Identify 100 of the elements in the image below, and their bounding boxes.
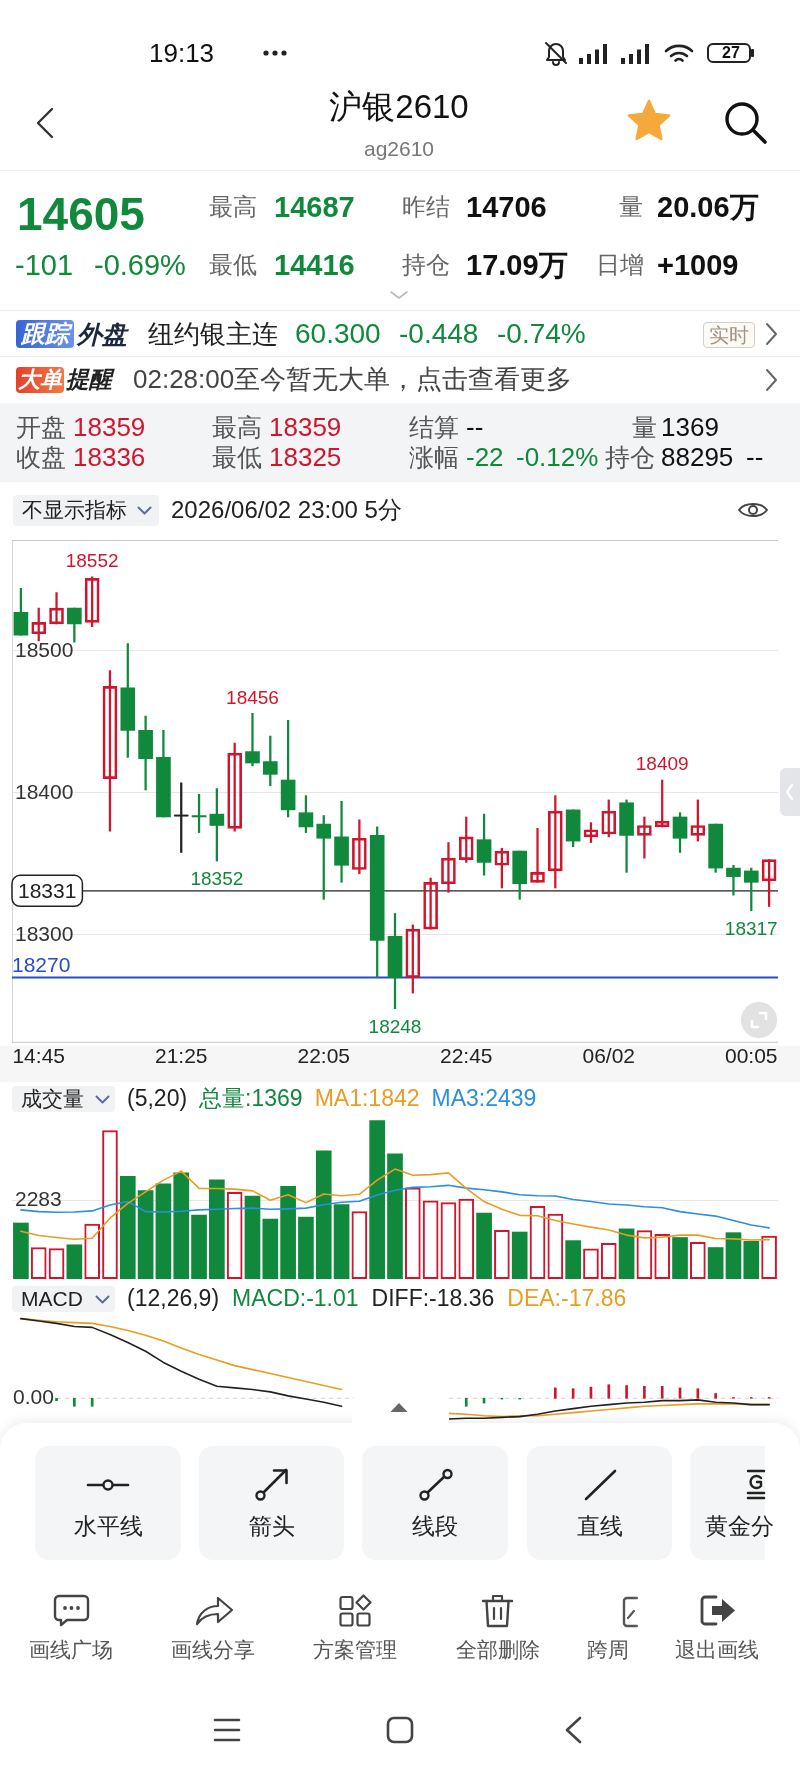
text: 18325 [269, 442, 342, 474]
bar [209, 1179, 225, 1279]
text: 14605 [17, 187, 145, 243]
y-tick-label: 18400 [15, 779, 74, 803]
annotation: 18248 [368, 1015, 422, 1037]
text: 结算 [409, 412, 459, 443]
candlestick [245, 712, 260, 767]
bar [191, 1214, 207, 1279]
text: MA1:1842 [314, 1085, 420, 1113]
text: 全部删除 [456, 1637, 540, 1663]
text: DEA:-17.86 [507, 1285, 627, 1313]
text: 大单 [16, 366, 64, 394]
text: 最高 [212, 412, 262, 443]
bar [714, 1393, 717, 1399]
bar [743, 1240, 760, 1279]
series-label: 总量:1369 [199, 1085, 303, 1113]
x-tick-label: 14:45 [12, 1044, 65, 1068]
chart-title: 成交量 [21, 1086, 84, 1112]
bar [672, 1237, 688, 1279]
text: -0.448 [399, 317, 479, 351]
text: ag2610 [363, 136, 435, 162]
text: -0.69% [94, 247, 186, 283]
text: 1369 [661, 411, 719, 444]
bar [565, 1240, 581, 1279]
text: 外盘 [77, 319, 127, 349]
bar [707, 1247, 724, 1279]
bar [625, 1385, 628, 1399]
text: 黄金分 [705, 1513, 774, 1541]
text: 17.09万 [466, 247, 568, 283]
text: -- [746, 442, 764, 474]
chart-title: 不显示指标 [22, 497, 127, 523]
bar [369, 1120, 386, 1279]
text: MA3:2439 [431, 1085, 537, 1113]
text: 量 [619, 192, 643, 222]
text: 方案管理 [313, 1637, 397, 1663]
text: DIFF:-18.36 [371, 1285, 495, 1313]
ref-line-label: 18270 [12, 952, 71, 976]
bar [73, 1397, 76, 1407]
annotation: 18317 [724, 917, 778, 939]
x-tick-label: 22:45 [439, 1044, 493, 1068]
text: 直线 [576, 1513, 623, 1541]
text: 水平线 [73, 1513, 143, 1541]
text: 画线广场 [28, 1637, 113, 1663]
bar [66, 1244, 83, 1279]
bar [315, 1150, 332, 1279]
y-tick-label: 2283 [15, 1186, 62, 1210]
annotation: 18409 [635, 753, 689, 775]
text: 实时 [703, 322, 755, 348]
text: 开盘 [16, 412, 66, 443]
chart-subtitle: (5,20) [127, 1085, 188, 1113]
y-tick-label: 18300 [15, 921, 74, 945]
text: 20.06万 [657, 189, 759, 225]
text: 18336 [73, 442, 146, 474]
ref-line-label: 0.00 [13, 1385, 54, 1409]
text: 退出画线 [675, 1637, 759, 1663]
text: 14706 [466, 189, 547, 225]
bar [298, 1216, 314, 1279]
text: 日增 [596, 250, 644, 280]
bar [262, 1218, 279, 1279]
bar [155, 1183, 172, 1279]
text: 最低 [212, 442, 262, 473]
text: 最高 [209, 192, 257, 222]
text: 最低 [209, 250, 257, 280]
text: 收盘 [16, 442, 66, 473]
text: -- [466, 411, 484, 444]
x-tick-label: 22:05 [297, 1044, 351, 1068]
bar [13, 1222, 29, 1279]
text: 纽约银主连 [148, 318, 278, 350]
bar [511, 1231, 528, 1279]
text: 持仓 [402, 250, 450, 280]
bar [618, 1228, 635, 1279]
text: +1009 [657, 247, 739, 283]
bar [55, 1397, 58, 1401]
bar [554, 1387, 557, 1399]
bar [333, 1204, 350, 1279]
bar [464, 1397, 468, 1407]
text: 持仓 [605, 442, 655, 473]
text: 18359 [73, 411, 146, 444]
text: -0.74% [497, 317, 586, 351]
text: 箭头 [248, 1513, 295, 1541]
y-tick-label: 18500 [15, 637, 74, 661]
text: -0.12% [516, 442, 599, 474]
bar [476, 1212, 492, 1279]
text: 量 [632, 412, 657, 443]
text: 27 [722, 43, 740, 63]
bar [643, 1386, 646, 1399]
annotation: 18552 [65, 550, 119, 572]
text: 88295 [661, 442, 734, 474]
text: 跨周 [587, 1637, 629, 1663]
text: 沪银2610 [329, 87, 469, 127]
text: 14687 [274, 189, 355, 225]
bar [607, 1384, 611, 1399]
bar [280, 1186, 296, 1279]
text: 线段 [412, 1513, 458, 1541]
chart-subtitle: 2026/06/02 23:00 5分 [171, 495, 402, 525]
bar [173, 1172, 190, 1279]
bar [660, 1386, 664, 1399]
chart-subtitle: (12,26,9) [127, 1285, 220, 1313]
text: 18359 [269, 411, 342, 444]
text: -101 [15, 247, 74, 283]
